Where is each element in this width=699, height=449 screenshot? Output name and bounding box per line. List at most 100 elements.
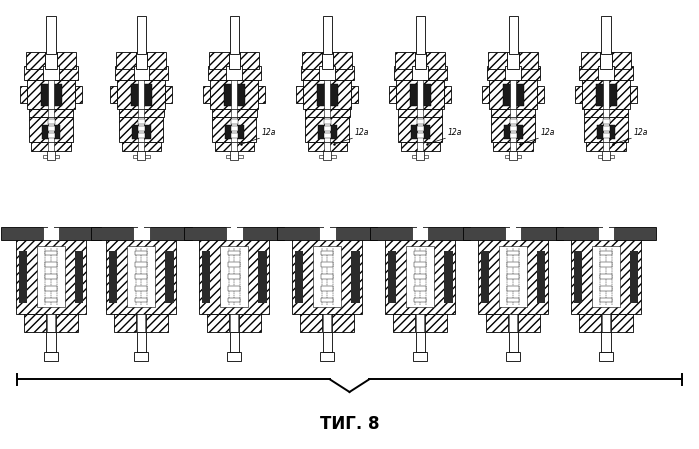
Bar [277, 227, 377, 240]
Bar [29, 109, 73, 117]
Bar [48, 133, 55, 138]
Bar [220, 246, 248, 307]
Bar [147, 52, 166, 69]
Bar [215, 142, 254, 151]
Bar [579, 66, 633, 80]
Bar [24, 66, 78, 80]
Bar [321, 298, 333, 303]
Bar [137, 314, 145, 332]
Bar [575, 86, 582, 103]
Bar [165, 251, 173, 303]
Bar [324, 80, 330, 109]
Bar [509, 16, 517, 54]
Bar [506, 352, 520, 361]
Bar [43, 227, 59, 240]
Bar [412, 227, 428, 240]
Bar [603, 80, 609, 109]
Bar [499, 246, 527, 307]
Text: ΤИГ. 8: ΤИГ. 8 [319, 415, 380, 433]
Bar [230, 314, 238, 332]
Bar [135, 298, 147, 303]
Bar [411, 125, 429, 140]
Bar [202, 251, 210, 303]
Bar [601, 16, 611, 54]
Bar [231, 80, 237, 109]
Bar [56, 314, 78, 332]
Bar [305, 109, 350, 117]
Bar [91, 227, 192, 240]
Bar [226, 227, 243, 240]
Bar [600, 286, 612, 291]
Bar [135, 263, 147, 267]
Bar [228, 251, 240, 255]
Bar [231, 119, 238, 124]
Bar [26, 52, 45, 69]
Bar [258, 86, 265, 103]
Bar [322, 52, 333, 69]
Bar [317, 84, 338, 106]
Bar [507, 251, 519, 255]
Bar [119, 109, 164, 117]
Bar [324, 109, 330, 117]
Bar [491, 117, 535, 142]
Bar [226, 155, 230, 158]
Bar [414, 251, 426, 255]
Bar [510, 227, 516, 240]
Bar [117, 80, 165, 109]
Bar [114, 314, 136, 332]
Bar [503, 125, 523, 140]
Bar [231, 227, 237, 240]
Bar [146, 314, 168, 332]
Bar [394, 66, 447, 80]
Bar [510, 133, 517, 138]
Bar [324, 133, 331, 138]
Text: 12a: 12a [261, 128, 276, 137]
Bar [324, 227, 330, 240]
Bar [425, 314, 447, 332]
Bar [489, 80, 537, 109]
Bar [319, 227, 336, 240]
Bar [600, 263, 612, 267]
Bar [414, 286, 426, 291]
Bar [415, 52, 426, 69]
Bar [228, 274, 240, 279]
Bar [395, 52, 415, 69]
Bar [611, 314, 633, 332]
Bar [600, 52, 612, 69]
Bar [19, 251, 27, 303]
Bar [109, 251, 117, 303]
Bar [228, 298, 240, 303]
Bar [417, 80, 423, 109]
Bar [509, 151, 517, 160]
Bar [239, 314, 261, 332]
Bar [503, 84, 524, 106]
Bar [370, 227, 470, 240]
Bar [424, 155, 428, 158]
Bar [305, 117, 349, 142]
Bar [135, 251, 147, 255]
Bar [510, 109, 516, 117]
Bar [602, 151, 610, 160]
Bar [300, 314, 322, 332]
Bar [592, 246, 620, 307]
Bar [48, 142, 54, 151]
Bar [45, 298, 57, 303]
Bar [45, 286, 57, 291]
Bar [507, 286, 519, 291]
Bar [45, 251, 57, 255]
Bar [131, 84, 152, 106]
Bar [116, 52, 136, 69]
Bar [507, 52, 519, 69]
Bar [333, 52, 352, 69]
Bar [410, 84, 431, 106]
Bar [48, 119, 55, 124]
Bar [37, 246, 65, 307]
Bar [331, 155, 336, 158]
Bar [134, 352, 148, 361]
Bar [210, 80, 258, 109]
Bar [602, 314, 610, 332]
Bar [231, 142, 237, 151]
Bar [398, 109, 442, 117]
Bar [412, 155, 416, 158]
Bar [29, 117, 73, 142]
